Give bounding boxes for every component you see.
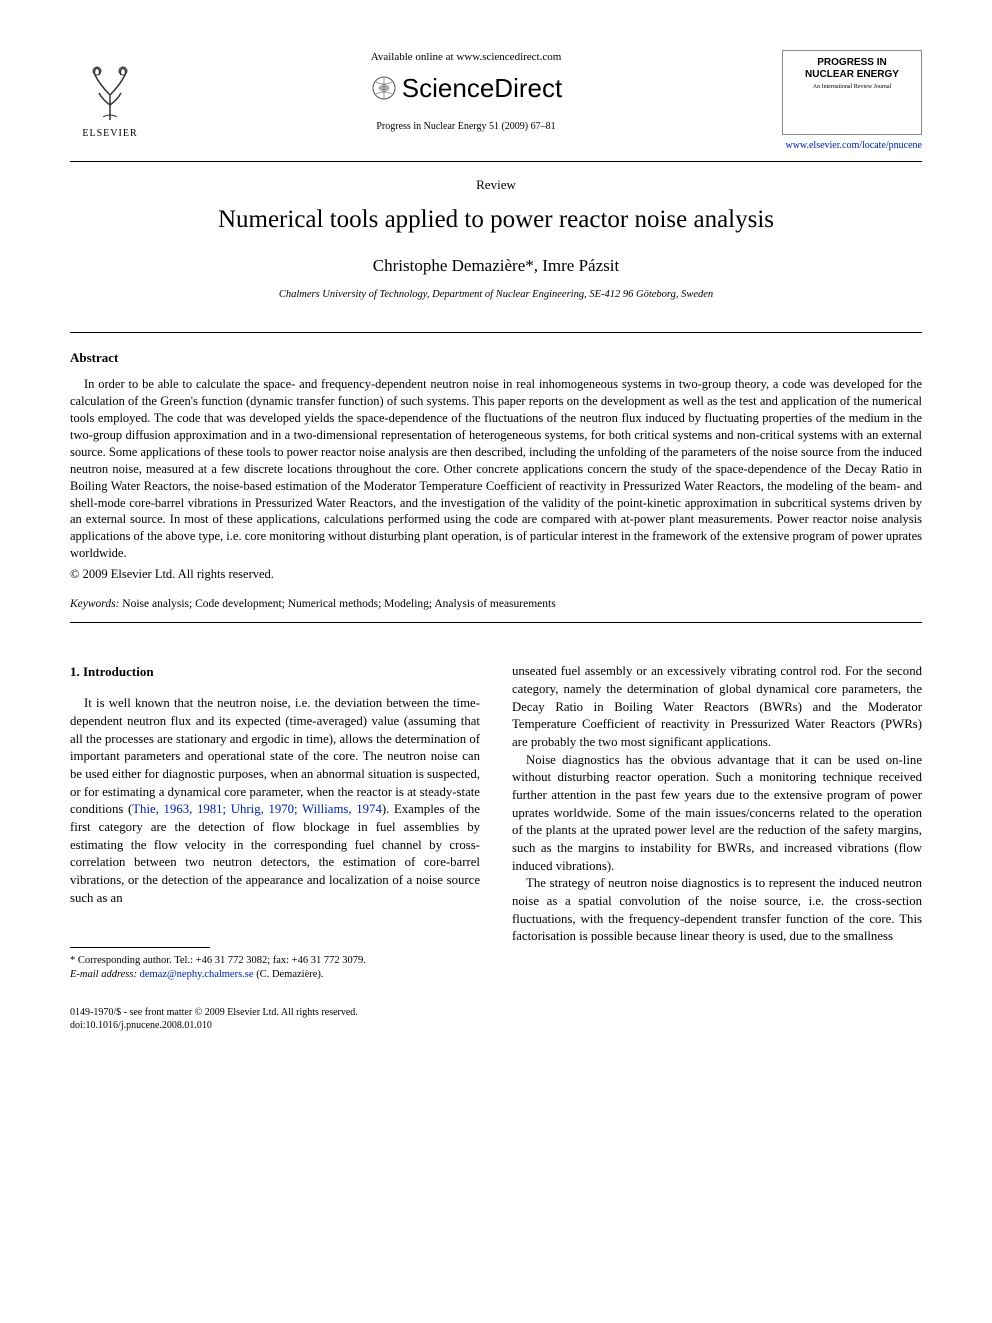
sciencedirect-logo: ScienceDirect	[170, 71, 762, 106]
left-column: 1. Introduction It is well known that th…	[70, 663, 480, 981]
footnote-email-label: E-mail address:	[70, 969, 137, 980]
paper-header: ELSEVIER Available online at www.science…	[70, 50, 922, 153]
abstract-heading: Abstract	[70, 349, 922, 367]
intro-paragraph-1: It is well known that the neutron noise,…	[70, 695, 480, 907]
elsevier-label: ELSEVIER	[82, 127, 137, 141]
footer-doi: doi:10.1016/j.pnucene.2008.01.010	[70, 1019, 358, 1033]
intro-paragraph-2: Noise diagnostics has the obvious advant…	[512, 752, 922, 876]
footer-left: 0149-1970/$ - see front matter © 2009 El…	[70, 1006, 358, 1033]
abstract-body: In order to be able to calculate the spa…	[70, 376, 922, 562]
keywords-line: Keywords: Noise analysis; Code developme…	[70, 597, 922, 613]
journal-reference: Progress in Nuclear Energy 51 (2009) 67–…	[170, 120, 762, 134]
journal-cover-block: PROGRESS IN NUCLEAR ENERGY An Internatio…	[782, 50, 922, 153]
sciencedirect-icon	[370, 74, 398, 102]
center-header: Available online at www.sciencedirect.co…	[150, 50, 782, 133]
article-authors: Christophe Demazière*, Imre Pázsit	[70, 255, 922, 278]
intro-paragraph-3: The strategy of neutron noise diagnostic…	[512, 875, 922, 946]
intro-p1-text-b: ). Examples of the first category are th…	[70, 802, 480, 904]
abstract-rule	[70, 622, 922, 623]
available-online-text: Available online at www.sciencedirect.co…	[170, 50, 762, 65]
article-type-label: Review	[70, 176, 922, 194]
intro-p1-continued: unseated fuel assembly or an excessively…	[512, 663, 922, 751]
journal-box-subtitle: An International Review Journal	[787, 83, 917, 91]
intro-p1-text-a: It is well known that the neutron noise,…	[70, 696, 480, 816]
footnote-separator	[70, 947, 210, 948]
title-rule	[70, 332, 922, 333]
elsevier-tree-icon	[75, 65, 145, 125]
article-title: Numerical tools applied to power reactor…	[70, 203, 922, 237]
header-rule	[70, 161, 922, 162]
footnote-email-tail: (C. Demazière).	[254, 969, 324, 980]
journal-box-line1: PROGRESS IN	[787, 57, 917, 69]
sciencedirect-brand: ScienceDirect	[402, 71, 562, 106]
article-affiliation: Chalmers University of Technology, Depar…	[70, 288, 922, 302]
footnote-corr: * Corresponding author. Tel.: +46 31 772…	[70, 954, 480, 968]
journal-url-link[interactable]: www.elsevier.com/locate/pnucene	[782, 139, 922, 153]
footer-copyright-line: 0149-1970/$ - see front matter © 2009 El…	[70, 1006, 358, 1020]
page-footer: 0149-1970/$ - see front matter © 2009 El…	[70, 1006, 922, 1033]
keywords-text: Noise analysis; Code development; Numeri…	[119, 598, 555, 610]
journal-box-line2: NUCLEAR ENERGY	[787, 69, 917, 81]
right-column: unseated fuel assembly or an excessively…	[512, 663, 922, 981]
body-columns: 1. Introduction It is well known that th…	[70, 663, 922, 981]
section-1-heading: 1. Introduction	[70, 663, 480, 681]
journal-cover-box: PROGRESS IN NUCLEAR ENERGY An Internatio…	[782, 50, 922, 135]
abstract-copyright: © 2009 Elsevier Ltd. All rights reserved…	[70, 566, 922, 583]
citation-link-thie[interactable]: Thie, 1963, 1981; Uhrig, 1970; Williams,…	[132, 802, 382, 816]
footnote-email-line: E-mail address: demaz@nephy.chalmers.se …	[70, 968, 480, 982]
corresponding-author-footnote: * Corresponding author. Tel.: +46 31 772…	[70, 954, 480, 981]
keywords-label: Keywords:	[70, 598, 119, 610]
elsevier-logo: ELSEVIER	[70, 50, 150, 140]
footnote-email-link[interactable]: demaz@nephy.chalmers.se	[137, 969, 254, 980]
